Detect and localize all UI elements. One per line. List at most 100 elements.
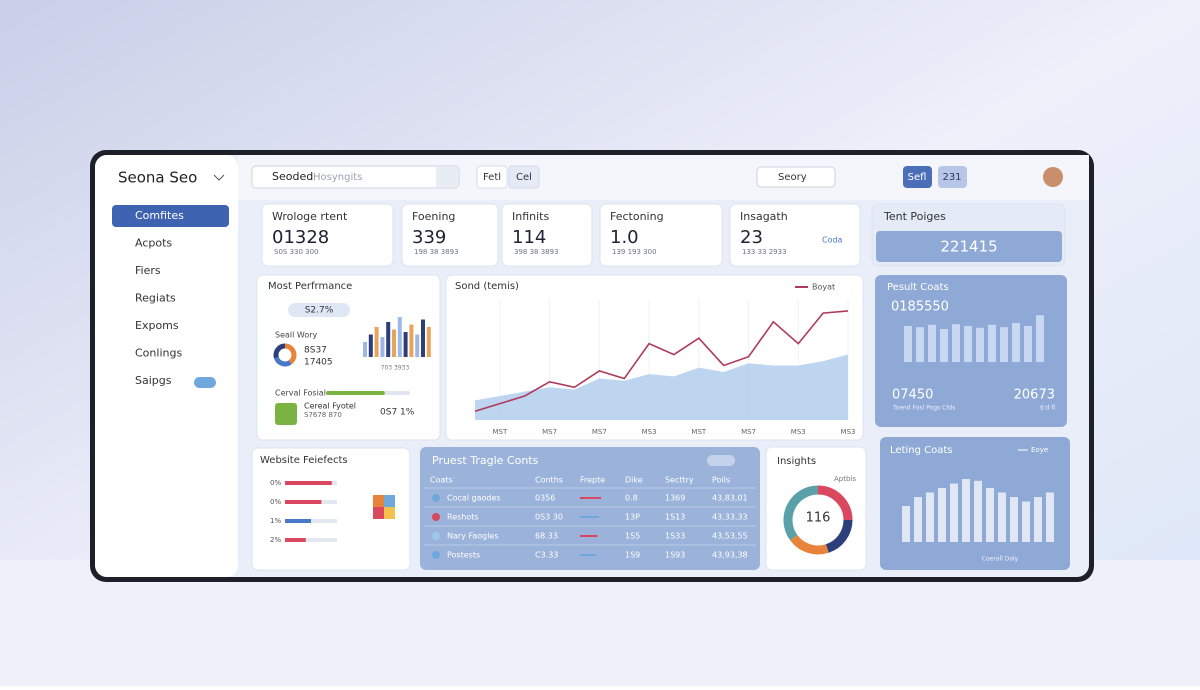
bar [409,324,414,357]
label: 116 [806,511,831,526]
label: Seoded [272,170,313,183]
button[interactable] [903,166,932,188]
swatch [384,495,395,507]
label: S7678 870 [304,411,342,419]
category-label: 1% [270,517,281,525]
card [501,203,593,267]
cell: 43,33,33 [712,513,748,522]
bar [1046,492,1054,542]
nav-item[interactable]: Conlings [135,347,182,360]
bar [964,326,972,362]
label: Most Perfrmance [268,281,352,292]
search-box[interactable] [251,165,460,189]
button[interactable] [938,166,967,188]
cell: 43,53,55 [712,532,748,541]
cell: 0.8 [625,494,638,503]
dot [432,551,440,559]
label: $'d fl [1040,405,1055,412]
label: Foening [412,210,455,223]
bar [285,519,311,523]
label: Coerall Daly [982,556,1019,563]
bar [426,327,431,357]
bar [403,332,408,357]
bar [914,497,922,542]
cell: Postests [447,551,480,560]
cell: Reshots [447,513,479,522]
label: S0S 330 300 [274,248,319,256]
label: 231 [942,172,961,183]
kpi-value: 114 [512,227,546,248]
swatch [384,507,395,519]
cell: 1369 [665,494,685,503]
cell: 1S93 [665,551,685,560]
bar [285,481,332,485]
label: 0185550 [891,300,949,315]
x-tick-label: MST [492,428,507,436]
x-tick-label: MS3 [841,428,856,436]
brand: Seona Seo [118,169,197,187]
toggle[interactable] [194,377,216,388]
card [599,203,723,267]
label: 20673 [1014,388,1055,403]
x-tick-label: MS3 [642,428,657,436]
label: Coda [822,236,843,245]
bar [397,317,402,357]
label: Sefl [908,172,927,183]
panel [420,447,760,570]
nav-item[interactable]: Acpots [135,237,172,250]
dot [432,532,440,540]
kpi-value: 01328 [272,227,329,248]
nav-item[interactable]: Comfites [135,209,184,222]
bar [974,480,982,542]
progress [580,516,600,518]
label: Website Feiefects [260,455,348,466]
sidebar [95,155,238,577]
avatar[interactable] [1043,167,1063,187]
toggle[interactable] [707,455,735,466]
cell: 1S33 [665,532,685,541]
nav-item[interactable]: Fiers [135,264,161,277]
cell: C3.33 [535,551,558,560]
label: S2.7% [305,306,334,316]
kpi-value: 23 [740,227,763,248]
nav-item[interactable]: Saipgs [135,374,172,387]
tab[interactable] [508,165,540,189]
bar [998,492,1006,542]
label: 398 38 3893 [514,248,559,256]
donut-segment [825,519,853,553]
line [474,310,849,413]
cell: 13P [625,513,640,522]
donut-segment [284,343,297,365]
bar [988,324,996,362]
icon [275,403,297,425]
nav-item[interactable]: Expoms [135,319,179,332]
bar [1012,323,1020,362]
bar [1024,326,1032,362]
tab[interactable] [476,165,508,189]
label: Hosyngits [313,172,362,183]
nav-item[interactable]: Regiats [135,292,176,305]
bar [386,322,391,357]
swatch [373,495,384,507]
column-header: Coats [430,476,453,485]
progress [580,554,596,556]
cell: Nary Faogles [447,532,499,541]
donut-segment [273,343,286,359]
column-header: Conths [535,476,563,485]
column-header: Frepte [580,476,605,485]
bar [902,506,910,542]
bar [938,488,946,542]
bar [976,327,984,362]
bar [415,334,420,357]
kpi-value: 339 [412,227,446,248]
search-box[interactable] [756,166,836,188]
cell: Cocal gaodes [447,494,501,503]
label: 133 33 2933 [742,248,787,256]
bar [952,324,960,362]
category-label: 2% [270,536,281,544]
column-header: Dike [625,476,643,485]
search-button[interactable] [436,167,458,187]
column-header: Secttry [665,476,694,485]
bar [916,327,924,362]
